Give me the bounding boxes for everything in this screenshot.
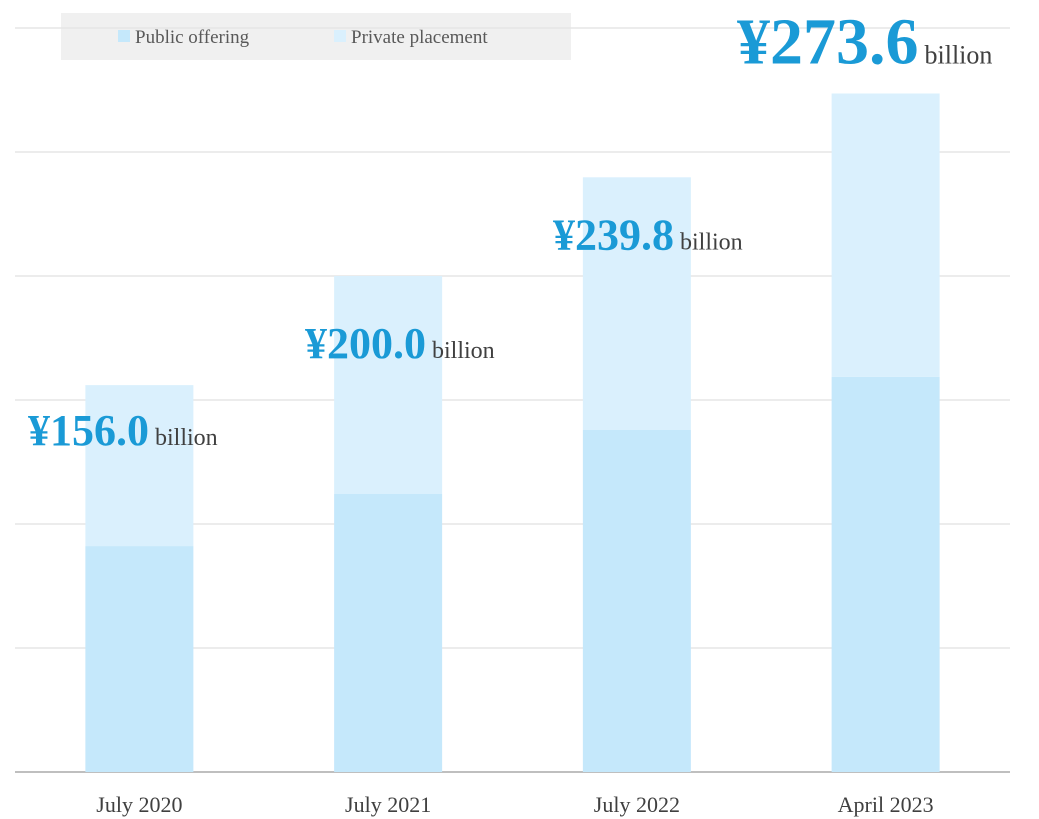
bar-segment (582, 430, 691, 772)
legend-label: Public offering (135, 27, 250, 48)
x-tick-label: July 2021 (345, 792, 431, 817)
x-tick-label: July 2020 (96, 792, 182, 817)
total-value: ¥273.6 (737, 5, 919, 78)
total-unit: billion (925, 40, 993, 69)
x-tick-label: July 2022 (594, 792, 680, 817)
total-value: ¥239.8 (553, 210, 674, 259)
total-label: ¥200.0 billion (305, 319, 495, 368)
x-tick-label: April 2023 (838, 792, 934, 817)
bar-segment (85, 385, 194, 547)
bar-segment (831, 376, 940, 772)
legend-background (61, 13, 571, 60)
total-label: ¥239.8 billion (553, 210, 743, 259)
total-label: ¥156.0 billion (28, 406, 218, 455)
total-label: ¥273.6 billion (737, 5, 992, 78)
bar-segment (85, 546, 194, 772)
legend-label: Private placement (351, 27, 488, 48)
bar-segment (831, 93, 940, 377)
total-unit: billion (680, 229, 743, 255)
legend-swatch (118, 30, 130, 42)
total-value: ¥200.0 (305, 319, 426, 368)
bar-segment (334, 276, 443, 494)
bar-segment (582, 177, 691, 431)
total-unit: billion (155, 425, 218, 451)
bar-segment (334, 493, 443, 772)
legend-swatch (334, 30, 346, 42)
total-unit: billion (432, 338, 495, 364)
total-value: ¥156.0 (28, 406, 149, 455)
